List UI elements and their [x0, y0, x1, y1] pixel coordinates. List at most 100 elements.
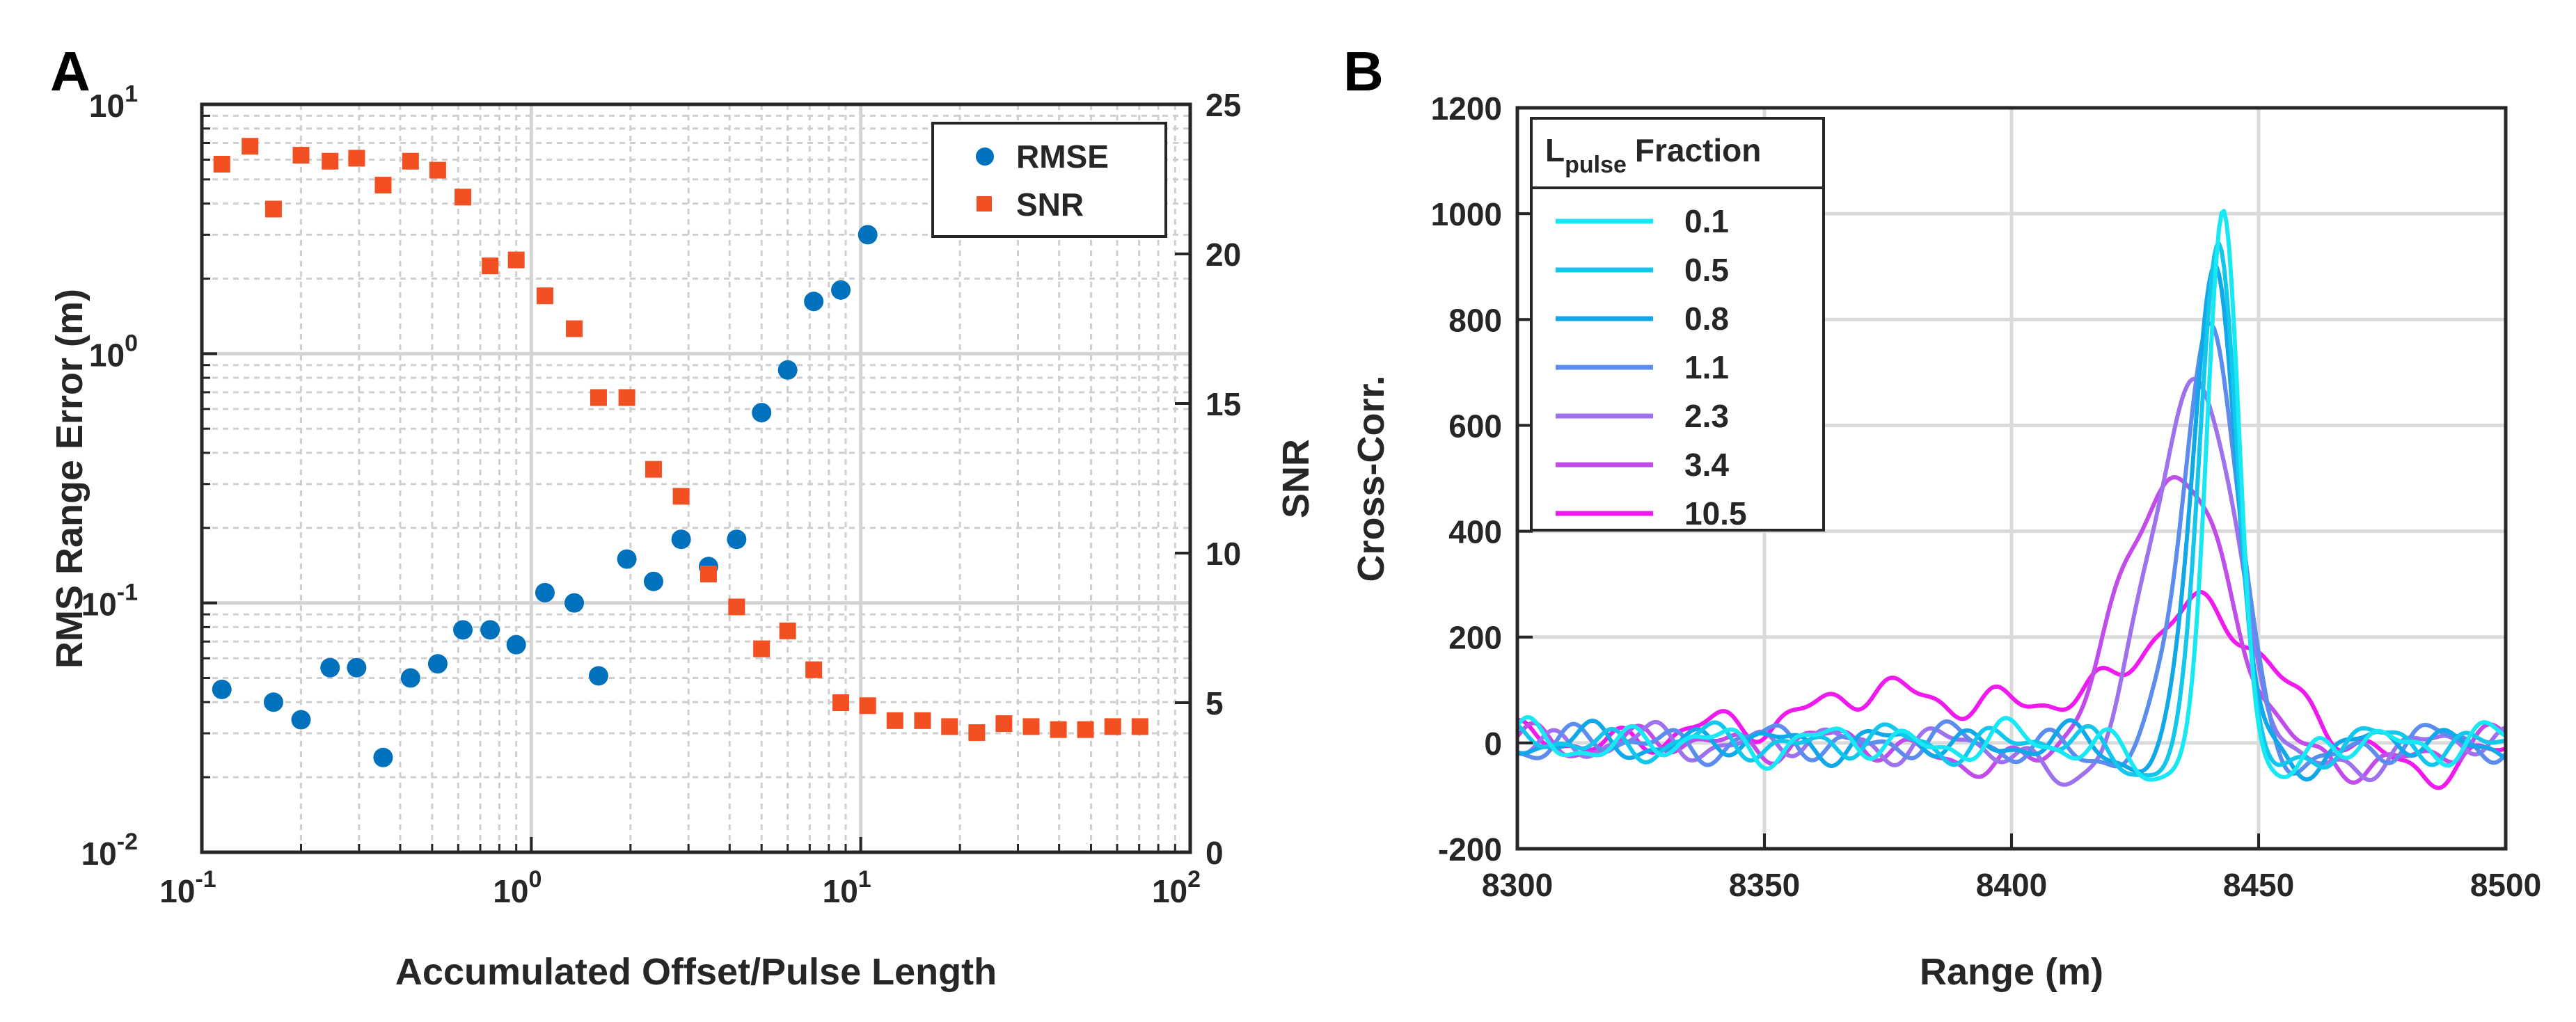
y2-tick-label: 25	[1206, 87, 1241, 123]
snr-point	[566, 320, 583, 337]
legend-b-title: Lpulse Fraction	[1545, 132, 1761, 178]
snr-point	[832, 694, 850, 711]
legend-snr-label: SNR	[1016, 186, 1084, 223]
snr-point	[968, 724, 986, 741]
tick-exp: -1	[195, 866, 216, 893]
legend-b-label: 10.5	[1684, 495, 1747, 532]
snr-point	[886, 712, 903, 729]
panel-b: B 8300 8350 8400 8450 8500 -200 0 200 400 600 800 1…	[1343, 40, 2541, 993]
y-tick-label: -200	[1438, 831, 1502, 868]
y2-tick-label: 15	[1206, 386, 1241, 422]
y-tick-label: 10-2	[81, 829, 138, 872]
legend-b-label: 0.1	[1684, 203, 1729, 239]
snr-point	[1104, 718, 1121, 735]
rmse-point	[671, 529, 691, 550]
x-tick-label: 8500	[2470, 867, 2541, 903]
rmse-point	[858, 225, 878, 245]
legend-b-items: 0.1 0.5 0.8 1.1 2.3 3.4 10.5	[1556, 203, 1747, 532]
tick-exp: 1	[858, 866, 871, 893]
tick-base: 10	[159, 873, 195, 909]
panel-a-axes-box	[200, 102, 1192, 854]
panel-b-legend: Lpulse Fraction 0.1 0.5 0.8 1.1 2.3 3.4 10.5	[1530, 117, 1825, 532]
panel-b-label: B	[1343, 40, 1384, 102]
rmse-point	[347, 657, 367, 678]
tick-base: 10	[81, 586, 117, 623]
rmse-point	[480, 620, 500, 640]
snr-point	[455, 189, 472, 206]
tick-exp: -2	[117, 829, 138, 855]
x-tick-label: 10-1	[159, 866, 216, 909]
y2-tick-label: 5	[1206, 685, 1224, 721]
snr-point	[1131, 718, 1148, 735]
tick-base: 10	[81, 836, 117, 872]
rmse-point	[777, 360, 798, 380]
rmse-point	[373, 747, 393, 767]
snr-point	[753, 640, 771, 657]
tick-exp: 0	[528, 866, 542, 893]
snr-point	[1050, 721, 1067, 738]
snr-point	[242, 138, 259, 155]
y-tick-label: 0	[1484, 726, 1502, 762]
x-tick-label: 8300	[1482, 867, 1553, 903]
panel-a-legend: RMSE SNR	[931, 122, 1167, 238]
x-tick-label: 101	[823, 866, 871, 909]
tick-exp: 1	[125, 81, 138, 107]
y-tick-label: 10-1	[81, 580, 138, 623]
y2-tick-label: 0	[1206, 835, 1224, 871]
tick-base: 10	[823, 873, 858, 909]
snr-point	[941, 718, 958, 735]
y2-tick-label: 20	[1206, 237, 1241, 273]
snr-point	[914, 712, 931, 729]
snr-point	[995, 715, 1013, 733]
tick-exp: 2	[1187, 866, 1201, 893]
panel-b-ticks: 8300 8350 8400 8450 8500 -200 0 200 400 600 800 100…	[1431, 90, 2542, 903]
snr-point	[1022, 718, 1040, 735]
legend-b-box	[1530, 117, 1825, 532]
panel-a-ylabel: RMS Range Error (m)	[49, 289, 90, 669]
panel-a-series	[212, 138, 1148, 767]
series-line-3-4	[1515, 475, 2507, 785]
snr-point	[292, 147, 310, 164]
legend-rmse-marker	[976, 147, 994, 166]
rmse-point	[617, 549, 637, 569]
x-tick-label: 8450	[2223, 867, 2294, 903]
x-tick-label: 8350	[1729, 867, 1800, 903]
tick-base: 10	[89, 337, 125, 373]
legend-b-title-rest: Fraction	[1635, 132, 1761, 168]
y-tick-label: 1000	[1431, 196, 1502, 232]
tick-base: 10	[89, 88, 125, 124]
snr-point	[779, 622, 796, 639]
tick-base: 10	[493, 873, 528, 909]
y2-tick-label: 10	[1206, 536, 1241, 572]
legend-b-label: 2.3	[1684, 398, 1729, 434]
y-tick-label: 400	[1448, 514, 1502, 550]
rmse-point	[727, 529, 747, 550]
rmse-point	[263, 692, 283, 712]
tick-base: 10	[1152, 873, 1187, 909]
rmse-point	[535, 582, 555, 602]
rmse-point	[291, 710, 311, 730]
y-tick-label: 600	[1448, 408, 1502, 444]
panel-a: A 10-1 100 101 10210-210-11001010510152025 …	[49, 40, 1317, 993]
legend-a-box	[931, 122, 1167, 238]
y-tick-label: 200	[1448, 620, 1502, 656]
rmse-point	[831, 280, 851, 300]
snr-point	[700, 566, 717, 583]
snr-point	[859, 697, 876, 714]
series-line-0-1	[1515, 209, 2507, 782]
panel-b-ylabel: Cross-Corr.	[1350, 375, 1392, 582]
legend-snr-marker	[977, 196, 992, 211]
snr-point	[536, 287, 553, 305]
snr-point	[590, 389, 607, 406]
panel-a-label: A	[50, 40, 90, 102]
x-tick-label: 102	[1152, 866, 1201, 909]
series-line-2-3	[1517, 376, 2506, 787]
x-tick-label: 8400	[1976, 867, 2047, 903]
panel-b-xlabel: Range (m)	[1920, 951, 2103, 993]
rmse-point	[506, 634, 526, 655]
panel-a-y2label: SNR	[1275, 439, 1317, 518]
y-tick-label: 1200	[1431, 90, 1502, 127]
panel-a-xlabel: Accumulated Offset/Pulse Length	[395, 951, 997, 993]
rmse-point	[752, 403, 772, 423]
